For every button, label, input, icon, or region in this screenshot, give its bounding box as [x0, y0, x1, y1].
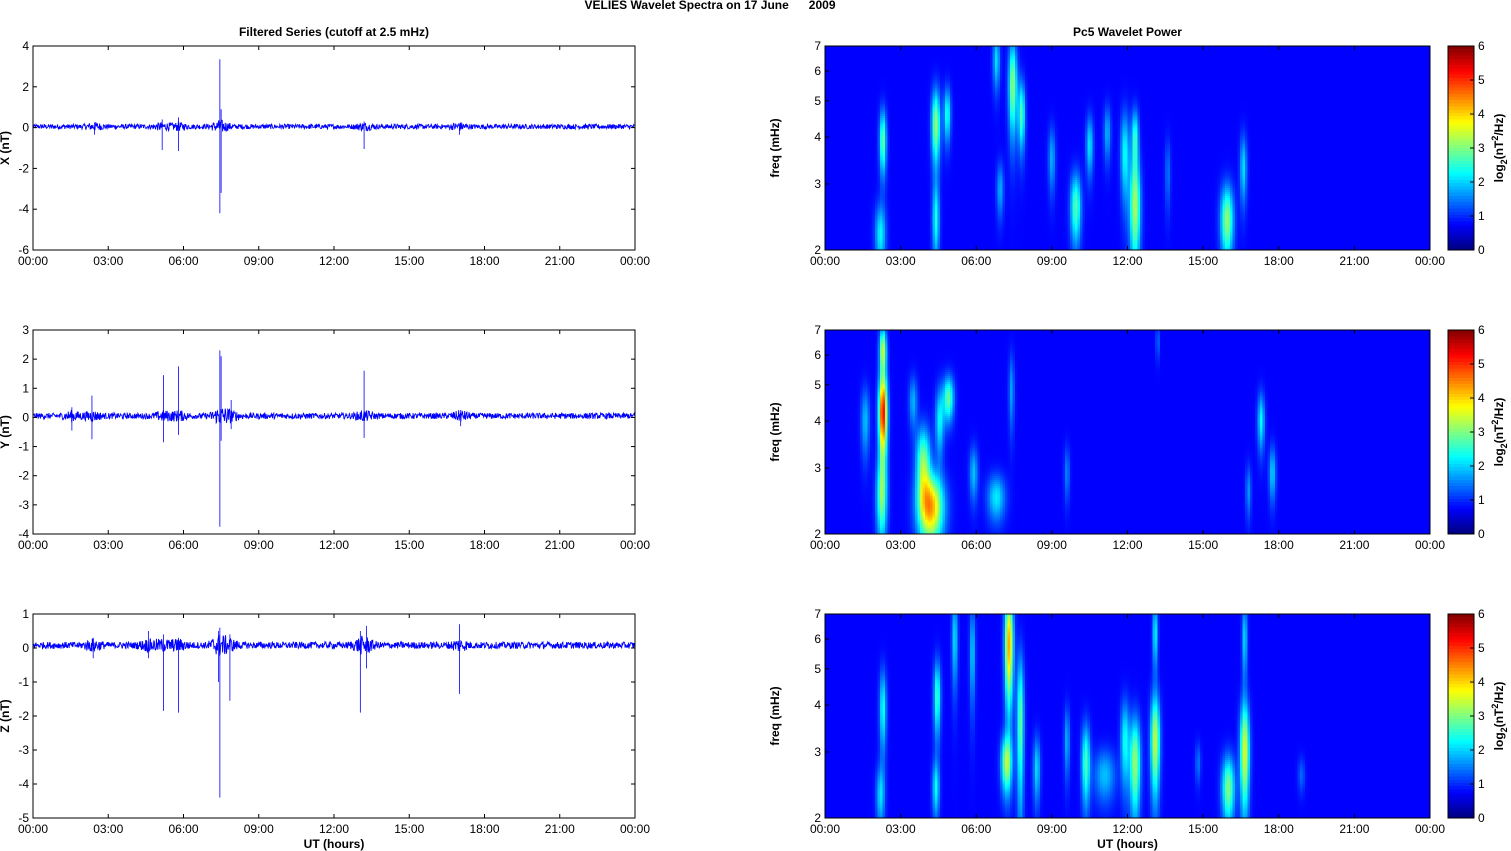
- y-tick-label: 4: [22, 39, 29, 53]
- y-tick-label: -2: [18, 161, 29, 175]
- plot-area: [33, 46, 635, 250]
- y-tick-label: 2: [22, 80, 29, 94]
- x-tick-label: 15:00: [394, 254, 424, 268]
- y-axis-label: X (nT): [0, 131, 12, 165]
- x-tick-label: 06:00: [168, 254, 198, 268]
- panel-filtered-x: 420-2-4-6X (nT)00:0003:0006:0009:0012:00…: [0, 25, 650, 268]
- x-tick-label: 00:00: [620, 254, 650, 268]
- panel-title: Filtered Series (cutoff at 2.5 mHz): [239, 25, 429, 39]
- x-tick-label: 00:00: [18, 254, 48, 268]
- x-tick-label: 18:00: [469, 254, 499, 268]
- x-tick-label: 21:00: [545, 254, 575, 268]
- heatmap-cells: [825, 46, 1430, 250]
- figure-title: VELIES Wavelet Spectra on 17 June 2009: [585, 0, 836, 12]
- x-tick-label: 09:00: [244, 254, 274, 268]
- y-tick-label: 0: [22, 121, 29, 135]
- x-tick-label: 03:00: [93, 254, 123, 268]
- x-tick-label: 12:00: [319, 254, 349, 268]
- y-tick-label: -4: [18, 202, 29, 216]
